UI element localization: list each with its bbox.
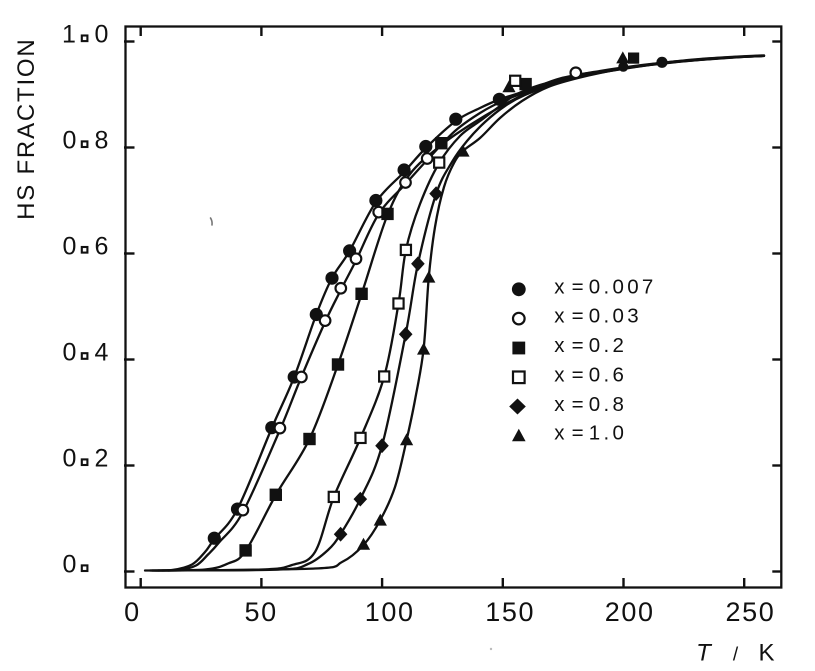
- svg-text:0: 0: [124, 597, 141, 627]
- svg-text:=: =: [572, 393, 584, 416]
- svg-text:0.2: 0.2: [589, 334, 627, 357]
- svg-text:8: 8: [95, 127, 109, 155]
- svg-text:x: x: [554, 305, 565, 328]
- svg-text:x: x: [554, 275, 565, 298]
- svg-text:1: 1: [62, 20, 76, 48]
- svg-text:50: 50: [244, 597, 277, 627]
- svg-text:x: x: [554, 363, 565, 386]
- svg-text:=: =: [572, 363, 584, 386]
- svg-text:0.03: 0.03: [589, 305, 642, 328]
- svg-text:x: x: [554, 393, 565, 416]
- svg-text:=: =: [572, 275, 584, 298]
- svg-text:=: =: [572, 334, 584, 357]
- svg-text:HS FRACTION: HS FRACTION: [13, 37, 40, 219]
- svg-text:0: 0: [63, 551, 77, 579]
- svg-text:0.007: 0.007: [589, 275, 657, 298]
- svg-text:K: K: [758, 640, 774, 667]
- svg-text:0.6: 0.6: [589, 363, 627, 386]
- svg-text:0: 0: [63, 127, 77, 155]
- svg-text:100: 100: [365, 597, 415, 627]
- svg-text:x: x: [554, 334, 565, 357]
- svg-text:T: T: [696, 640, 713, 667]
- svg-text:4: 4: [95, 339, 109, 367]
- svg-text:6: 6: [95, 232, 109, 260]
- svg-text:0: 0: [63, 445, 77, 473]
- svg-text:=: =: [572, 305, 584, 328]
- svg-text:250: 250: [725, 597, 775, 627]
- svg-text:0: 0: [63, 339, 77, 367]
- svg-text:0: 0: [63, 232, 77, 260]
- svg-text:/: /: [733, 645, 739, 666]
- svg-text:=: =: [572, 422, 584, 445]
- svg-text:150: 150: [485, 597, 535, 627]
- svg-text:0.8: 0.8: [589, 393, 627, 416]
- svg-text:1.0: 1.0: [589, 422, 627, 445]
- svg-text:200: 200: [605, 597, 655, 627]
- svg-text:0: 0: [95, 20, 109, 48]
- svg-text:2: 2: [95, 445, 109, 473]
- svg-text:x: x: [554, 422, 565, 445]
